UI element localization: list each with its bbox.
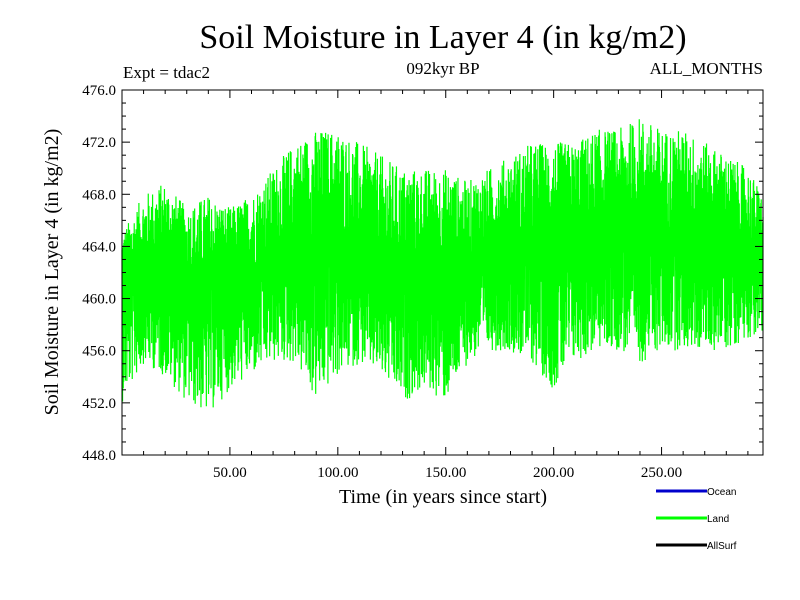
y-tick-label: 476.0	[82, 83, 116, 99]
legend: Ocean Land AllSurf	[656, 487, 737, 552]
x-tick-label: 100.00	[317, 465, 358, 481]
legend-label-land: Land	[707, 514, 729, 525]
chart-title: Soil Moisture in Layer 4 (in kg/m2)	[199, 19, 686, 56]
axis-ticks: 448.0 452.0 456.0 460.0 464.0 468.0 472.0 476.0…	[82, 83, 763, 481]
y-tick-label: 468.0	[82, 187, 116, 203]
chart-subtitle: 092kyr BP	[406, 59, 479, 78]
months-label: ALL_MONTHS	[650, 59, 763, 78]
x-tick-label: 150.00	[425, 465, 466, 481]
x-tick-label: 200.00	[533, 465, 574, 481]
x-tick-label: 250.00	[641, 465, 682, 481]
plot-data	[121, 119, 764, 408]
y-axis-label: Soil Moisture in Layer 4 (in kg/m2)	[41, 129, 63, 416]
x-axis-label: Time (in years since start)	[339, 486, 547, 508]
x-tick-label: 50.00	[213, 465, 247, 481]
legend-label-ocean: Ocean	[707, 487, 736, 498]
y-tick-label: 448.0	[82, 448, 116, 464]
y-tick-label: 456.0	[82, 344, 116, 360]
y-tick-label: 452.0	[82, 396, 116, 412]
y-tick-label: 472.0	[82, 135, 116, 151]
series-land-line	[121, 119, 764, 408]
legend-label-allsurf: AllSurf	[707, 541, 737, 552]
y-tick-label: 464.0	[82, 239, 116, 255]
y-tick-label: 460.0	[82, 292, 116, 308]
experiment-label: Expt = tdac2	[123, 63, 210, 82]
